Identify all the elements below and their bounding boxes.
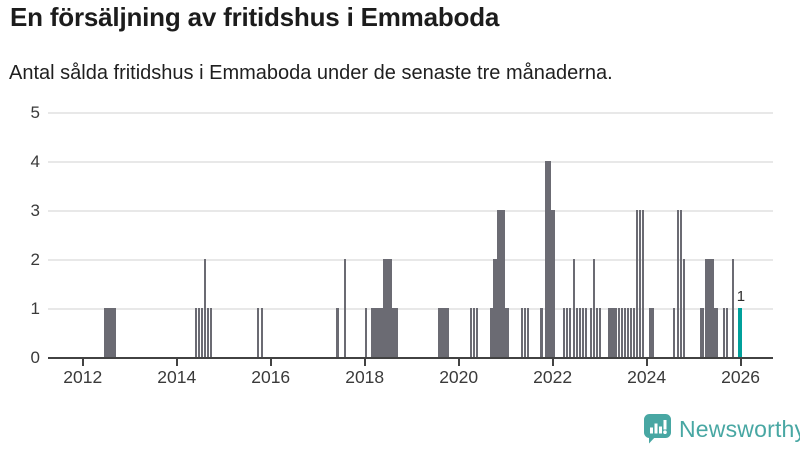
bar[interactable]	[364, 308, 367, 357]
bar[interactable]	[194, 308, 197, 357]
bar[interactable]	[632, 308, 636, 357]
bar[interactable]	[731, 259, 735, 357]
bar[interactable]	[370, 308, 383, 357]
gridline	[48, 210, 773, 212]
bar-current-period[interactable]	[737, 308, 742, 357]
bar[interactable]	[677, 210, 680, 357]
bar[interactable]	[438, 308, 449, 357]
chart-title: En försäljning av fritidshus i Emmaboda	[10, 2, 500, 32]
y-axis-label: 4	[30, 152, 40, 171]
gridline	[48, 161, 773, 163]
bar[interactable]	[598, 308, 602, 357]
bar[interactable]	[584, 308, 587, 357]
chart-subtitle: Antal sålda fritidshus i Emmaboda under …	[9, 62, 613, 84]
bar[interactable]	[566, 308, 569, 357]
bar[interactable]	[713, 308, 718, 357]
bar[interactable]	[520, 308, 524, 357]
bar[interactable]	[649, 308, 654, 357]
y-axis-label: 1	[30, 299, 40, 318]
plot-area: 0 1 2 3 4 5 2012 2014 2016 2018 2020 2022 2024 2026 1	[31, 103, 773, 387]
bar[interactable]	[469, 308, 473, 357]
bar[interactable]	[523, 308, 527, 357]
bar[interactable]	[575, 308, 578, 357]
y-axis-label: 0	[30, 348, 40, 367]
bar[interactable]	[260, 308, 264, 357]
x-axis-label: 2014	[157, 367, 197, 387]
x-axis-label: 2018	[345, 367, 385, 387]
bar[interactable]	[581, 308, 584, 357]
newsworthy-logo[interactable]: Newsworthy	[643, 414, 800, 444]
x-axis-tick	[739, 359, 742, 366]
x-axis-label: 2020	[439, 367, 479, 387]
bar[interactable]	[638, 210, 641, 357]
current-value-label: 1	[736, 288, 746, 305]
x-axis-label: 2024	[627, 367, 667, 387]
y-axis-label: 3	[30, 201, 40, 220]
bar[interactable]	[589, 308, 593, 357]
x-axis-tick	[457, 359, 460, 366]
bar[interactable]	[203, 259, 206, 357]
bar[interactable]	[683, 259, 686, 357]
bar[interactable]	[635, 210, 638, 357]
bar[interactable]	[572, 259, 575, 357]
bar[interactable]	[497, 210, 505, 357]
bar[interactable]	[723, 308, 726, 357]
x-axis-label: 2012	[63, 367, 103, 387]
x-axis-label: 2016	[251, 367, 291, 387]
bar[interactable]	[490, 308, 494, 357]
bar[interactable]	[206, 308, 209, 357]
x-axis-line	[48, 356, 773, 359]
bar[interactable]	[607, 308, 618, 357]
x-axis-label: 2022	[533, 367, 573, 387]
bar[interactable]	[382, 259, 392, 357]
bar[interactable]	[197, 308, 200, 357]
x-axis-tick	[645, 359, 648, 366]
bar[interactable]	[200, 308, 203, 357]
y-axis-label: 5	[30, 103, 40, 122]
bar[interactable]	[563, 308, 566, 357]
x-axis-tick	[551, 359, 554, 366]
bar[interactable]	[257, 308, 260, 357]
bar[interactable]	[209, 308, 212, 357]
bar[interactable]	[578, 308, 581, 357]
bar[interactable]	[550, 210, 555, 357]
bar[interactable]	[493, 259, 497, 357]
x-axis-tick	[269, 359, 272, 366]
gridline	[48, 112, 773, 114]
bar[interactable]	[344, 259, 347, 357]
bar[interactable]	[626, 308, 630, 357]
bar[interactable]	[623, 308, 627, 357]
newsworthy-wordmark: Newsworthy	[679, 415, 800, 442]
bar[interactable]	[569, 308, 572, 357]
newsworthy-icon	[644, 414, 671, 444]
bar[interactable]	[539, 308, 544, 357]
x-axis-tick	[81, 359, 84, 366]
bar[interactable]	[620, 308, 623, 357]
bar[interactable]	[391, 308, 399, 357]
y-axis-label: 2	[30, 250, 40, 269]
x-axis-tick	[363, 359, 366, 366]
bar[interactable]	[526, 308, 530, 357]
gridline	[48, 308, 773, 310]
bar[interactable]	[726, 308, 729, 357]
x-axis-label: 2026	[721, 367, 761, 387]
bar[interactable]	[592, 259, 595, 357]
bar[interactable]	[472, 308, 476, 357]
bar[interactable]	[641, 210, 645, 357]
bar[interactable]	[595, 308, 599, 357]
bar[interactable]	[700, 308, 704, 357]
bar[interactable]	[335, 308, 339, 357]
bar[interactable]	[629, 308, 633, 357]
bar[interactable]	[475, 308, 479, 357]
bar[interactable]	[617, 308, 620, 357]
bar[interactable]	[680, 210, 683, 357]
bar[interactable]	[673, 308, 676, 357]
bar[interactable]	[705, 259, 714, 357]
bar[interactable]	[504, 308, 509, 357]
gridline	[48, 259, 773, 261]
x-axis-tick	[175, 359, 178, 366]
bar[interactable]	[103, 308, 117, 357]
bar[interactable]	[544, 161, 551, 357]
